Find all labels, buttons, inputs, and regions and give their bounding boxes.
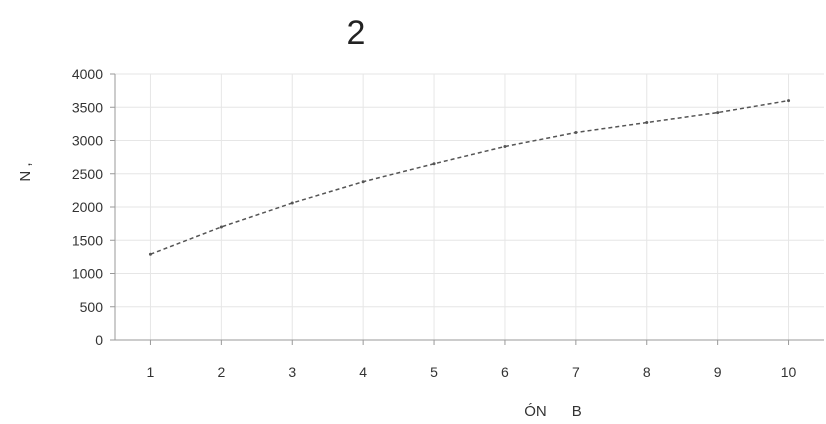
series-layer xyxy=(148,99,791,256)
data-point xyxy=(432,162,436,166)
x-tick-label: 8 xyxy=(643,364,651,380)
x-tick-label: 1 xyxy=(147,364,155,380)
x-tick-label: 10 xyxy=(781,364,797,380)
axes xyxy=(110,73,824,345)
x-tick-label: 5 xyxy=(430,364,438,380)
data-point xyxy=(574,131,578,135)
data-point xyxy=(148,252,152,256)
data-point xyxy=(290,201,294,205)
y-tick-label: 500 xyxy=(80,299,104,315)
series-line xyxy=(150,99,789,255)
y-tick-label: 0 xyxy=(95,332,103,348)
y-tick-label: 1500 xyxy=(72,232,103,248)
x-tick-labels: 1 2 3 4 5 6 7 8 9 10 xyxy=(147,364,797,380)
chart-title: 2 xyxy=(347,14,366,52)
x-tick-label: 4 xyxy=(359,364,367,380)
y-tick-label: 3500 xyxy=(72,99,103,115)
y-tick-label: 4000 xyxy=(72,66,103,82)
data-point xyxy=(645,121,649,125)
x-tick-label: 2 xyxy=(217,364,225,380)
x-tick-label: 3 xyxy=(288,364,296,380)
data-point xyxy=(787,99,791,103)
x-tick-label: 6 xyxy=(501,364,509,380)
data-point xyxy=(716,111,720,115)
y-tick-label: 2000 xyxy=(72,199,103,215)
x-tick-label: 7 xyxy=(572,364,580,380)
x-tick-label: 9 xyxy=(714,364,722,380)
y-tick-label: 3000 xyxy=(72,133,103,149)
y-tick-label: 1000 xyxy=(72,266,103,282)
x-axis-label: ÓN B xyxy=(524,403,582,420)
data-point xyxy=(503,144,507,148)
y-tick-label: 2500 xyxy=(72,166,103,182)
y-axis-label: N , xyxy=(17,162,34,181)
data-point xyxy=(361,180,365,184)
grid xyxy=(115,73,824,341)
y-tick-labels: 0 500 1000 1500 2000 2500 3000 3500 4000 xyxy=(72,66,103,348)
data-point xyxy=(219,225,223,229)
